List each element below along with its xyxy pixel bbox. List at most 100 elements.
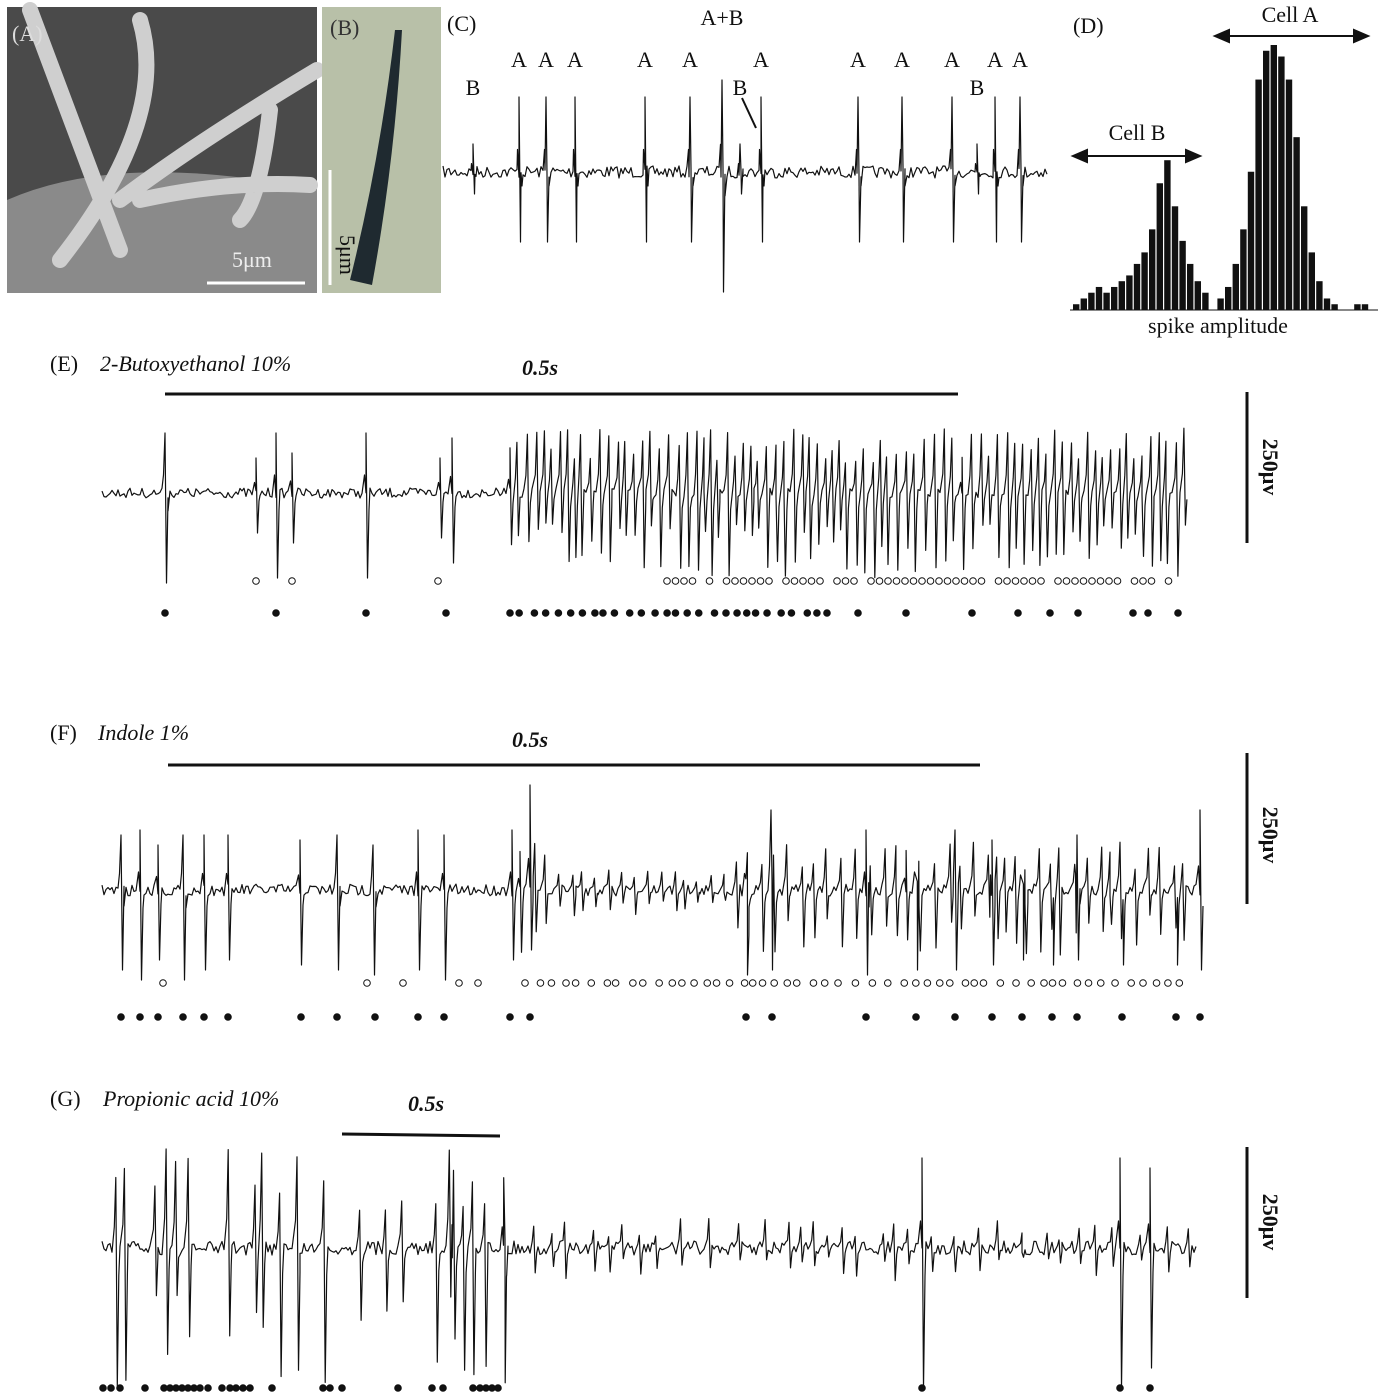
histogram-bar <box>1081 298 1087 310</box>
cell-a-marker <box>363 610 370 617</box>
cell-b-marker <box>808 578 815 585</box>
cell-b-marker <box>944 578 951 585</box>
histogram-bar <box>1255 80 1261 310</box>
spike-label: A <box>682 47 698 72</box>
cell-b-marker <box>1059 980 1066 987</box>
cell-b-marker <box>759 980 766 987</box>
cell-b-marker <box>741 980 748 987</box>
histogram-bar <box>1331 304 1337 310</box>
cell-b-marker <box>1013 980 1020 987</box>
scale-label: 5μm <box>335 235 360 275</box>
cell-b-marker <box>1089 578 1096 585</box>
cell-b-marker <box>771 980 778 987</box>
histogram-bar <box>1354 304 1360 310</box>
cell-a-marker <box>913 1014 920 1021</box>
histogram-bar <box>1141 252 1147 310</box>
cell-a-marker <box>672 610 679 617</box>
cell-a-marker <box>219 1385 226 1392</box>
cell-b-marker <box>1114 578 1121 585</box>
cell-b-marker <box>910 578 917 585</box>
cell-a-marker <box>298 1014 305 1021</box>
cell-a-marker <box>952 1014 959 1021</box>
odor-label: Indole 1% <box>97 720 189 745</box>
trace <box>102 785 1203 980</box>
panel-label: (D) <box>1073 13 1104 38</box>
cell-b-marker <box>572 980 579 987</box>
spike-label: A <box>511 47 527 72</box>
histogram-bar <box>1316 281 1322 310</box>
panel-label: (E) <box>50 351 78 376</box>
histogram-bar <box>1126 275 1132 310</box>
cell-a-marker <box>1019 1014 1026 1021</box>
cell-b-marker <box>1028 980 1035 987</box>
cell-b-marker <box>927 578 934 585</box>
cell-a-marker <box>788 610 795 617</box>
cell-a-marker <box>804 610 811 617</box>
cell-a-marker <box>507 1014 514 1021</box>
spike-label: A <box>987 47 1003 72</box>
cell-b-marker <box>749 578 756 585</box>
cell-a-marker <box>429 1385 436 1392</box>
cell-b-marker <box>953 578 960 585</box>
cell-b-marker <box>612 980 619 987</box>
cell-a-marker <box>531 610 538 617</box>
cell-a-marker <box>1049 1014 1056 1021</box>
cell-a-marker <box>225 1014 232 1021</box>
cell-b-marker <box>289 578 296 585</box>
cell-b-marker <box>783 578 790 585</box>
cell-b-marker <box>1140 980 1147 987</box>
histogram-bar <box>1263 51 1269 310</box>
cell-a-marker <box>269 1385 276 1392</box>
cell-b-marker <box>946 980 953 987</box>
cell-b-marker <box>995 578 1002 585</box>
histogram-bar <box>1278 57 1284 310</box>
cell-a-marker <box>752 610 759 617</box>
cell-a-marker <box>638 610 645 617</box>
cell-b-marker <box>435 578 442 585</box>
cell-b-marker <box>253 578 260 585</box>
cell-b-marker <box>1041 980 1048 987</box>
odor-label: 2-Butoxyethanol 10% <box>100 351 291 376</box>
histogram-bar <box>1157 183 1163 310</box>
cell-b-marker <box>522 980 529 987</box>
cell-a-marker <box>327 1385 334 1392</box>
histogram-bar <box>1103 293 1109 310</box>
cell-a-marker <box>273 610 280 617</box>
histogram-bar <box>1164 160 1170 310</box>
cell-b-marker <box>978 578 985 585</box>
histogram-bar <box>1225 287 1231 310</box>
cell-b-marker <box>876 578 883 585</box>
panel-label: (A) <box>12 21 43 46</box>
cell-b-marker <box>924 980 931 987</box>
cell-a-marker <box>440 1385 447 1392</box>
cell-b-marker <box>160 980 167 987</box>
volt-scale-label: 250μv <box>1258 439 1283 495</box>
cell-a-marker <box>626 610 633 617</box>
cell-a-marker <box>611 610 618 617</box>
cell-b-marker <box>475 980 482 987</box>
cell-b-marker <box>1097 980 1104 987</box>
cell-b-marker <box>902 578 909 585</box>
cell-a-marker <box>743 1014 750 1021</box>
cell-b-marker <box>1055 578 1062 585</box>
cell-b-marker <box>1140 578 1147 585</box>
combined-label: A+B <box>701 5 744 30</box>
cell-b-marker <box>689 578 696 585</box>
histogram-bar <box>1271 45 1277 310</box>
spike-label: A <box>944 47 960 72</box>
cell-b-marker <box>456 980 463 987</box>
histogram-bar <box>1324 298 1330 310</box>
scale-label: 5μm <box>232 247 272 272</box>
cell-b-marker <box>749 980 756 987</box>
cell-a-marker <box>592 610 599 617</box>
cell-b-marker <box>723 578 730 585</box>
cell-a-marker <box>201 1014 208 1021</box>
cell-b-marker <box>1074 980 1081 987</box>
cell-b-label: Cell B <box>1109 120 1166 145</box>
cell-a-marker <box>1130 610 1137 617</box>
cell-b-marker <box>681 578 688 585</box>
histogram-bar <box>1187 264 1193 310</box>
cell-a-marker <box>507 610 514 617</box>
histogram-bar <box>1073 304 1079 310</box>
histogram-bar <box>1088 293 1094 310</box>
